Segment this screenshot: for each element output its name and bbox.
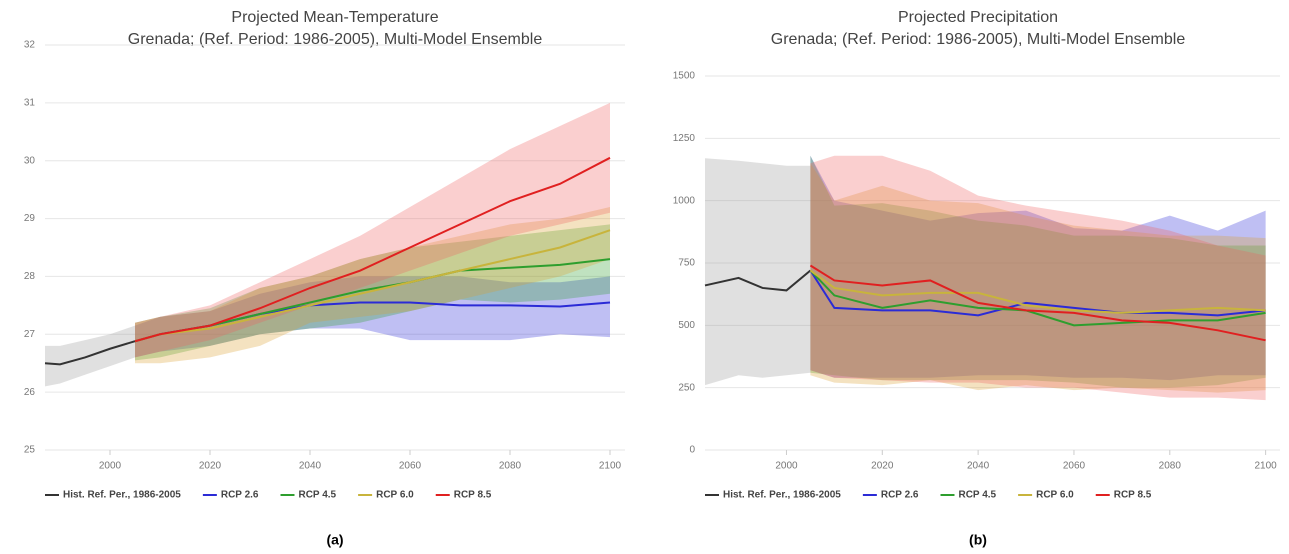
uncertainty-band — [810, 163, 1266, 393]
y-tick-label: 32 — [24, 40, 36, 51]
series-line — [809, 269, 1266, 314]
series-line — [134, 156, 611, 343]
uncertainty-band — [135, 102, 610, 358]
series-line — [809, 269, 1266, 317]
legend-label: RCP 6.0 — [1036, 490, 1074, 501]
chart-subtitle: Grenada; (Ref. Period: 1986-2005), Multi… — [128, 31, 543, 48]
legend-label: RCP 8.5 — [454, 490, 492, 501]
x-tick-label: 2000 — [99, 461, 122, 472]
series-line — [809, 264, 1266, 342]
uncertainty-band — [705, 158, 811, 386]
chart-subtitle: Grenada; (Ref. Period: 1986-2005), Multi… — [771, 31, 1186, 48]
y-tick-label: 28 — [24, 271, 36, 282]
caption: (b) — [969, 532, 987, 548]
legend-label: RCP 4.5 — [958, 490, 996, 501]
uncertainty-band — [135, 224, 610, 361]
x-tick-label: 2100 — [599, 461, 622, 472]
x-tick-label: 2000 — [775, 461, 798, 472]
y-tick-label: 1000 — [673, 195, 696, 206]
legend-label: RCP 8.5 — [1114, 490, 1152, 501]
y-tick-label: 750 — [678, 258, 695, 269]
y-tick-label: 500 — [678, 320, 695, 331]
y-tick-label: 31 — [24, 97, 36, 108]
caption: (a) — [326, 532, 343, 548]
legend-label: RCP 2.6 — [221, 490, 259, 501]
y-tick-label: 25 — [24, 445, 36, 456]
uncertainty-band — [135, 207, 610, 364]
y-tick-label: 27 — [24, 329, 36, 340]
x-tick-label: 2040 — [967, 461, 990, 472]
chart-title: Projected Precipitation — [898, 9, 1058, 26]
uncertainty-band — [810, 155, 1266, 401]
series-line — [134, 229, 611, 343]
uncertainty-band — [810, 155, 1266, 388]
y-tick-label: 26 — [24, 387, 36, 398]
y-tick-label: 0 — [689, 445, 695, 456]
x-tick-label: 2040 — [299, 461, 322, 472]
uncertainty-band — [135, 276, 610, 358]
legend-label: RCP 6.0 — [376, 490, 414, 501]
x-tick-label: 2080 — [499, 461, 522, 472]
y-tick-label: 29 — [24, 213, 36, 224]
series-line — [704, 269, 812, 292]
y-tick-label: 1500 — [673, 71, 696, 82]
y-tick-label: 30 — [24, 155, 36, 166]
legend-label: Hist. Ref. Per., 1986-2005 — [63, 490, 181, 501]
x-tick-label: 2060 — [399, 461, 422, 472]
x-tick-label: 2020 — [871, 461, 894, 472]
y-tick-label: 1250 — [673, 133, 696, 144]
legend-label: RCP 2.6 — [881, 490, 919, 501]
legend-label: Hist. Ref. Per., 1986-2005 — [723, 490, 841, 501]
x-tick-label: 2080 — [1159, 461, 1182, 472]
x-tick-label: 2020 — [199, 461, 222, 472]
legend-label: RCP 4.5 — [298, 490, 336, 501]
x-tick-label: 2060 — [1063, 461, 1086, 472]
x-tick-label: 2100 — [1255, 461, 1278, 472]
chart-title: Projected Mean-Temperature — [231, 9, 438, 26]
y-tick-label: 250 — [678, 382, 695, 393]
series-line — [44, 340, 136, 366]
uncertainty-band — [810, 155, 1266, 381]
